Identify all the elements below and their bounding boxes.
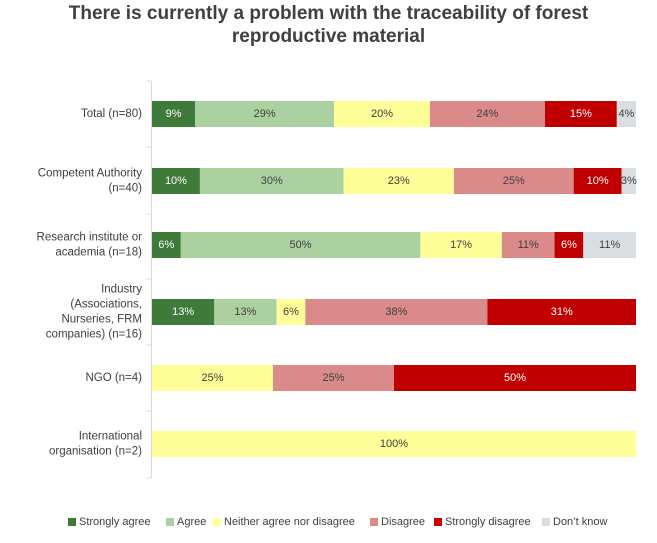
- legend-label: Strongly disagree: [445, 516, 531, 528]
- category-label: Nurseries, FRM: [61, 314, 142, 326]
- data-label: 23%: [388, 175, 410, 187]
- bar-segment: [214, 299, 277, 325]
- category-label: organisation (n=2): [49, 446, 142, 458]
- bar-segment: [343, 168, 454, 194]
- category-label: Competent Authority: [38, 168, 142, 180]
- bar-segment: [195, 101, 335, 127]
- legend-label: Strongly agree: [79, 516, 151, 528]
- legend-swatch: [68, 518, 76, 526]
- chart-title-line-1: There is currently a problem with the tr…: [68, 3, 589, 24]
- bar-segment: [334, 101, 430, 127]
- legend-swatch: [434, 518, 442, 526]
- legend-label: Disagree: [381, 516, 425, 528]
- bar-segment: [429, 101, 545, 127]
- legend-label: Agree: [177, 516, 206, 528]
- data-label: 100%: [380, 438, 408, 450]
- bar-segment: [273, 365, 394, 391]
- bar-segment: [199, 168, 344, 194]
- legend-swatch: [542, 518, 550, 526]
- data-label: 15%: [570, 108, 592, 120]
- chart-title-line-2: reproductive material: [231, 26, 426, 47]
- bar-segment: [276, 299, 306, 325]
- bar-segment: [420, 232, 502, 258]
- data-label: 9%: [166, 108, 182, 120]
- data-label: 25%: [503, 175, 525, 187]
- data-label: 24%: [476, 108, 498, 120]
- category-label: Industry: [101, 284, 142, 296]
- data-label: 50%: [504, 372, 526, 384]
- data-label: 30%: [261, 175, 283, 187]
- category-label: companies) (n=16): [46, 329, 142, 341]
- bar-segment: [152, 431, 636, 457]
- legend-label: Neither agree nor disagree: [224, 516, 355, 528]
- data-label: 50%: [290, 239, 312, 251]
- category-label: (n=40): [108, 183, 142, 195]
- data-label: 6%: [561, 239, 577, 251]
- legend-swatch: [166, 518, 174, 526]
- data-label: 4%: [618, 108, 634, 120]
- category-label: Total (n=80): [81, 108, 142, 120]
- data-label: 17%: [450, 239, 472, 251]
- data-label: 6%: [283, 306, 299, 318]
- bar-segment: [487, 299, 636, 325]
- data-label: 3%: [621, 175, 637, 187]
- data-label: 13%: [234, 306, 256, 318]
- bar-segment: [544, 101, 617, 127]
- bar-segment: [583, 232, 636, 258]
- legend-label: Don’t know: [553, 516, 607, 528]
- category-label: International: [79, 431, 142, 443]
- bar-segment: [152, 365, 273, 391]
- data-label: 31%: [551, 306, 573, 318]
- bar-segment: [152, 168, 200, 194]
- bar-segment: [453, 168, 574, 194]
- bar-segment: [152, 101, 196, 127]
- bar-segment: [573, 168, 622, 194]
- category-label: academia (n=18): [55, 247, 142, 259]
- legend-swatch: [213, 518, 221, 526]
- data-label: 10%: [587, 175, 609, 187]
- data-label: 25%: [322, 372, 344, 384]
- bar-segment: [180, 232, 421, 258]
- bar-segment: [621, 168, 636, 194]
- data-label: 6%: [158, 239, 174, 251]
- bar-segment: [554, 232, 584, 258]
- bar-segment: [394, 365, 636, 391]
- data-label: 10%: [165, 175, 187, 187]
- bar-segment: [152, 232, 181, 258]
- bar-segment: [501, 232, 555, 258]
- data-label: 11%: [518, 239, 539, 251]
- data-label: 38%: [385, 306, 407, 318]
- data-label: 25%: [201, 372, 223, 384]
- bar-segment: [152, 299, 215, 325]
- legend-swatch: [370, 518, 378, 526]
- category-label: NGO (n=4): [85, 372, 142, 384]
- data-label: 20%: [371, 108, 393, 120]
- category-label: (Associations,: [70, 299, 142, 311]
- chart-title: There is currently a problem with the tr…: [0, 2, 657, 48]
- data-label: 11%: [599, 239, 620, 251]
- bar-segment: [616, 101, 636, 127]
- data-label: 13%: [172, 306, 194, 318]
- data-label: 29%: [254, 108, 276, 120]
- bar-segment: [305, 299, 488, 325]
- category-label: Research institute or: [37, 232, 143, 244]
